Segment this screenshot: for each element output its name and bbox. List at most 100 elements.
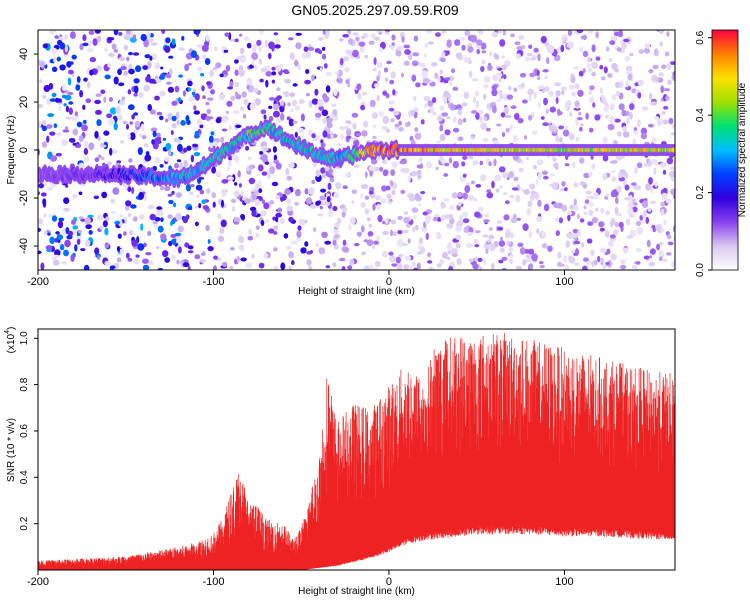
noise-cell bbox=[543, 243, 547, 248]
noise-cell bbox=[248, 177, 256, 185]
noise-cell bbox=[413, 214, 417, 219]
noise-cell bbox=[206, 81, 212, 86]
noise-cell bbox=[269, 166, 276, 174]
noise-cell bbox=[65, 184, 69, 188]
noise-cell bbox=[378, 110, 384, 117]
noise-cell bbox=[542, 69, 549, 73]
noise-cell bbox=[327, 182, 332, 190]
noise-cell bbox=[549, 106, 556, 113]
noise-cell bbox=[564, 264, 569, 270]
noise-cell bbox=[361, 35, 365, 40]
noise-cell bbox=[579, 181, 586, 186]
noise-cell bbox=[461, 161, 466, 167]
noise-cell bbox=[138, 92, 144, 98]
noise-cell bbox=[51, 66, 58, 73]
noise-cell bbox=[440, 57, 446, 63]
noise-cell bbox=[247, 156, 252, 160]
noise-cell bbox=[355, 36, 360, 42]
noise-cell bbox=[441, 158, 446, 164]
noise-cell bbox=[560, 86, 568, 91]
noise-cell bbox=[341, 266, 346, 270]
noise-cell bbox=[188, 62, 192, 66]
noise-cell bbox=[295, 42, 302, 50]
noise-cell bbox=[370, 158, 378, 165]
noise-cell bbox=[424, 103, 429, 109]
noise-cell bbox=[76, 76, 81, 83]
noise-cell bbox=[640, 132, 648, 140]
noise-cell bbox=[263, 202, 270, 210]
snr-frame bbox=[37, 328, 676, 571]
noise-cell bbox=[288, 216, 294, 223]
noise-cell bbox=[555, 97, 559, 104]
noise-cell bbox=[622, 125, 627, 132]
noise-cell bbox=[324, 240, 332, 245]
noise-cell bbox=[553, 202, 560, 209]
noise-cell bbox=[574, 207, 579, 211]
noise-cell bbox=[514, 113, 520, 120]
noise-cell bbox=[382, 230, 389, 236]
noise-cell bbox=[311, 133, 316, 139]
noise-cell bbox=[391, 189, 396, 196]
noise-cell bbox=[129, 132, 136, 141]
noise-cell bbox=[431, 196, 437, 201]
noise-cell bbox=[226, 100, 233, 107]
noise-cell bbox=[428, 41, 434, 45]
noise-cell bbox=[621, 41, 627, 50]
noise-cell bbox=[429, 81, 436, 87]
noise-cell bbox=[142, 258, 149, 264]
noise-cell bbox=[128, 52, 133, 56]
noise-cell bbox=[71, 219, 76, 225]
noise-cell bbox=[149, 109, 156, 115]
noise-cell bbox=[154, 156, 161, 164]
noise-cell bbox=[271, 79, 276, 84]
noise-cell bbox=[352, 164, 360, 168]
noise-cell bbox=[441, 112, 449, 117]
noise-cell bbox=[87, 214, 94, 218]
noise-cell bbox=[566, 210, 573, 216]
noise-cell bbox=[549, 124, 554, 132]
noise-cell bbox=[486, 239, 492, 243]
noise-cell bbox=[264, 39, 268, 48]
noise-cell bbox=[74, 244, 78, 252]
noise-cell bbox=[329, 113, 335, 119]
noise-cell bbox=[287, 102, 291, 107]
noise-cell bbox=[380, 198, 387, 204]
noise-cell bbox=[602, 154, 609, 162]
noise-cell bbox=[96, 119, 102, 127]
noise-cell bbox=[518, 34, 525, 40]
noise-cell bbox=[123, 33, 131, 41]
noise-cell bbox=[243, 98, 248, 106]
noise-cell bbox=[389, 229, 393, 237]
noise-cell bbox=[526, 52, 533, 57]
noise-cell bbox=[326, 196, 331, 203]
noise-cell bbox=[188, 96, 196, 102]
noise-cell bbox=[213, 45, 218, 52]
noise-cell bbox=[452, 160, 459, 169]
noise-cell bbox=[473, 238, 479, 244]
noise-cell bbox=[665, 95, 670, 101]
noise-cell bbox=[439, 105, 445, 111]
noise-cell bbox=[668, 117, 674, 125]
noise-cell bbox=[190, 184, 195, 188]
noise-cell bbox=[177, 97, 182, 103]
noise-cell bbox=[549, 173, 555, 177]
noise-cell bbox=[611, 63, 618, 70]
noise-cell bbox=[626, 235, 633, 239]
noise-cell bbox=[613, 229, 619, 235]
noise-cell bbox=[510, 105, 517, 110]
noise-cell bbox=[571, 161, 576, 169]
noise-cell bbox=[628, 111, 633, 120]
noise-cell bbox=[346, 172, 352, 177]
noise-cell bbox=[379, 47, 383, 52]
noise-cell bbox=[536, 76, 541, 81]
noise-cell bbox=[391, 42, 395, 46]
noise-cell bbox=[275, 38, 280, 44]
noise-cell bbox=[586, 238, 593, 244]
noise-cell bbox=[464, 185, 471, 194]
noise-cell bbox=[421, 70, 428, 78]
noise-cell bbox=[633, 129, 639, 135]
noise-cell bbox=[119, 248, 124, 255]
noise-cell bbox=[143, 39, 149, 48]
noise-cell bbox=[371, 112, 378, 119]
noise-cell bbox=[448, 157, 453, 164]
